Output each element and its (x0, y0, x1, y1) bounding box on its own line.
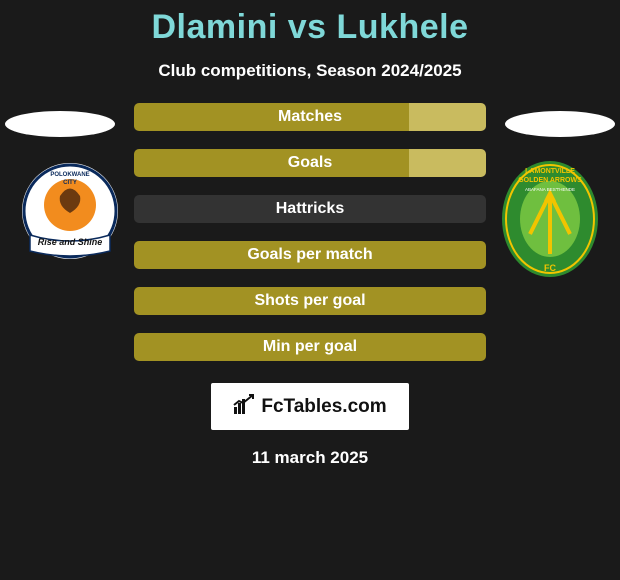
subtitle: Club competitions, Season 2024/2025 (158, 61, 461, 81)
left-club-badge: POLOKWANE CITY Rise and Shine (20, 161, 120, 261)
page-title: Dlamini vs Lukhele (152, 8, 469, 47)
svg-text:CITY: CITY (63, 180, 77, 186)
bar-left (134, 241, 486, 269)
bar-left (134, 149, 409, 177)
comparison-area: POLOKWANE CITY Rise and Shine LAMONTVILL… (0, 103, 620, 361)
bar-left (134, 195, 310, 223)
site-icon (233, 393, 255, 420)
stat-row: 00Hattricks (134, 195, 486, 223)
stat-row: 20Goals (134, 149, 486, 177)
stat-row: 0.33Goals per match (134, 241, 486, 269)
date-label: 11 march 2025 (252, 448, 368, 468)
svg-text:FC: FC (544, 263, 556, 273)
bar-left (134, 103, 409, 131)
svg-text:ABAFANA BES'THENDE: ABAFANA BES'THENDE (525, 187, 575, 192)
right-club-badge: LAMONTVILLE GOLDEN ARROWS ABAFANA BES'TH… (500, 159, 600, 259)
bar-right (310, 195, 486, 223)
stat-row: 62Matches (134, 103, 486, 131)
stat-row: 403Min per goal (134, 333, 486, 361)
bar-right (409, 103, 486, 131)
bar-left (134, 333, 486, 361)
stat-row: 5Shots per goal (134, 287, 486, 315)
bar-left (134, 287, 486, 315)
stat-bars: 62Matches 20Goals 00Hattricks 0.33Goals per… (134, 103, 486, 361)
svg-text:Rise and Shine: Rise and Shine (38, 237, 103, 247)
left-ellipse (5, 111, 115, 137)
site-label: FcTables.com (261, 396, 386, 418)
svg-text:GOLDEN ARROWS: GOLDEN ARROWS (518, 177, 582, 184)
bar-right (409, 149, 486, 177)
right-ellipse (505, 111, 615, 137)
svg-text:POLOKWANE: POLOKWANE (50, 172, 89, 178)
site-badge: FcTables.com (211, 383, 408, 430)
svg-text:LAMONTVILLE: LAMONTVILLE (525, 168, 575, 175)
